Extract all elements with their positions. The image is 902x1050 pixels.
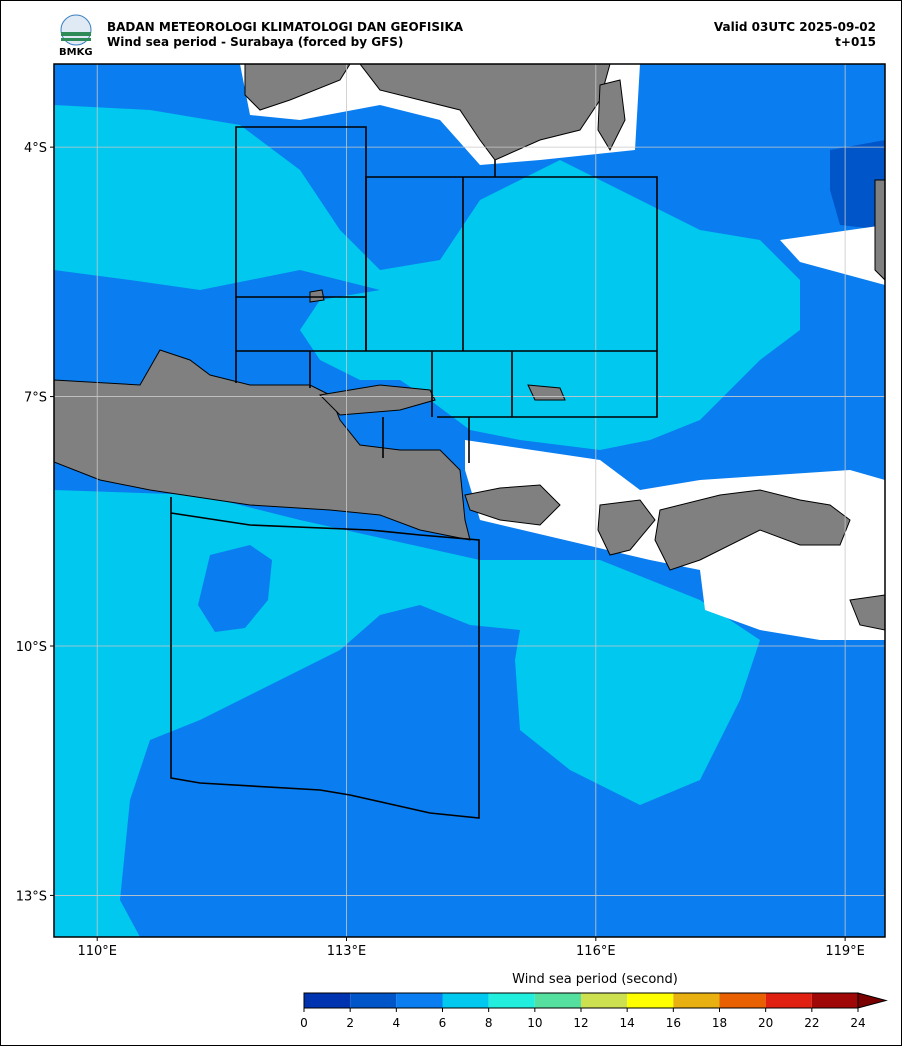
colorbar-bin	[442, 993, 489, 1008]
colorbar-tick-label: 2	[346, 1016, 354, 1030]
grid	[54, 64, 885, 937]
colorbar-bin	[581, 993, 628, 1008]
colorbar-tick-label: 0	[300, 1016, 308, 1030]
x-tick-label: 116°E	[576, 944, 616, 959]
x-tick-label: 110°E	[77, 944, 117, 959]
colorbar-bin	[488, 993, 535, 1008]
colorbar-bin	[396, 993, 443, 1008]
colorbar-tick-label: 24	[850, 1016, 865, 1030]
colorbar-bin	[304, 993, 351, 1008]
map-frame	[53, 63, 886, 938]
logo	[60, 14, 92, 46]
sea-4-6	[198, 545, 272, 632]
colorbar-bin	[673, 993, 720, 1008]
sea-2-4	[830, 140, 885, 230]
colorbar-tick-label: 14	[620, 1016, 635, 1030]
colorbar-tick-label: 18	[712, 1016, 727, 1030]
colorbar-tick-label: 12	[573, 1016, 588, 1030]
valid-time: Valid 03UTC 2025-09-02	[714, 20, 876, 34]
colorbar-tick-label: 8	[485, 1016, 493, 1030]
colorbar-tick-label: 6	[439, 1016, 447, 1030]
colorbar-bin	[719, 993, 766, 1008]
colorbar-tick-label: 22	[804, 1016, 819, 1030]
no-data	[780, 225, 885, 285]
land	[54, 64, 885, 631]
y-tick-label: 7°S	[24, 391, 47, 406]
title: Wind sea period - Surabaya (forced by GF…	[107, 35, 403, 49]
y-tick-label: 10°S	[16, 640, 47, 655]
colorbar-bin	[534, 993, 581, 1008]
x-tick-label: 113°E	[327, 944, 367, 959]
colorbar-bin	[350, 993, 397, 1008]
logo-text: BMKG	[59, 47, 93, 58]
colorbar-tick-label: 20	[758, 1016, 773, 1030]
map	[54, 64, 885, 937]
zones	[170, 126, 658, 819]
colorbar-label: Wind sea period (second)	[512, 972, 678, 987]
x-tick-label: 119°E	[825, 944, 865, 959]
colorbar-bin	[765, 993, 812, 1008]
sea-6-8	[54, 105, 800, 450]
colorbar-tick-label: 4	[393, 1016, 401, 1030]
colorbar: 0 2 4 6 8 10 12 14 16 18 20 22 24	[300, 992, 888, 1030]
colorbar-bin	[811, 993, 858, 1008]
agency: BADAN METEOROLOGI KLIMATOLOGI DAN GEOFIS…	[107, 20, 464, 34]
forecast-step: t+015	[835, 35, 876, 49]
y-tick-label: 4°S	[24, 141, 47, 156]
colorbar-tick-label: 10	[527, 1016, 542, 1030]
y-tick-label: 13°S	[16, 889, 47, 904]
colorbar-tick-label: 16	[666, 1016, 681, 1030]
colorbar-bin	[627, 993, 674, 1008]
